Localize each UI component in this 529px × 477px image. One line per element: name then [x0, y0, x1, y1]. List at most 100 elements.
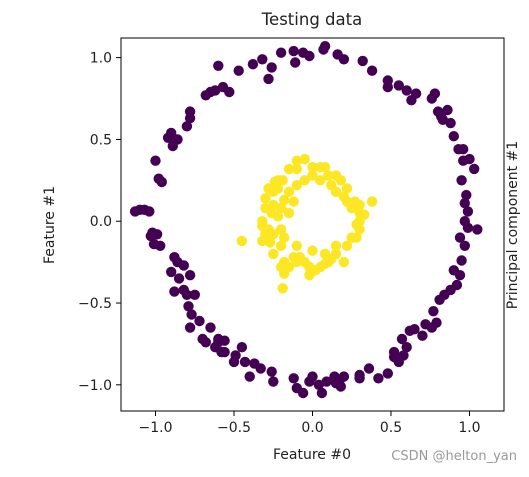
outer-point [401, 85, 412, 96]
inner-point [257, 220, 268, 232]
inner-point [335, 175, 346, 186]
outer-point [428, 306, 439, 317]
outer-point [167, 140, 178, 152]
outer-point [432, 106, 444, 117]
inner-point [275, 224, 287, 235]
outer-point [288, 45, 299, 57]
outer-point [448, 265, 459, 276]
outer-point [354, 373, 365, 384]
inner-point [359, 209, 370, 220]
outer-point [398, 350, 409, 361]
outer-point [213, 60, 224, 71]
outer-point [184, 322, 196, 333]
outer-point [233, 65, 244, 76]
inner-point [279, 232, 290, 243]
outer-point [263, 73, 274, 85]
inner-point [279, 268, 290, 279]
outer-point [454, 232, 466, 243]
outer-point [363, 363, 375, 374]
inner-point [283, 207, 295, 219]
outer-point [150, 155, 161, 166]
y-tick-label: −1.0 [78, 378, 112, 394]
x-tick-label: 0.0 [301, 420, 323, 436]
outer-point [451, 279, 463, 291]
outer-point [205, 322, 216, 333]
inner-point [304, 270, 315, 281]
inner-point [291, 256, 302, 268]
outer-point [393, 80, 404, 91]
outer-point [266, 62, 277, 73]
outer-point [219, 346, 230, 358]
inner-point [351, 232, 362, 243]
outer-point [173, 273, 185, 284]
outer-point [257, 54, 268, 65]
outer-point [373, 373, 384, 384]
outer-point [184, 113, 196, 124]
outer-point [382, 75, 393, 86]
outer-point [448, 131, 459, 142]
outer-point [178, 260, 189, 271]
inner-point [330, 240, 342, 251]
y-axis: 1.0 0.5 0.0 −0.5 −1.0 [78, 51, 121, 394]
x-axis: −1.0 −0.5 0.0 0.5 1.0 [139, 411, 481, 436]
inner-point [307, 245, 318, 256]
outer-point [181, 289, 193, 300]
inner-point [291, 155, 302, 166]
inner-point [268, 248, 279, 260]
inner-point [268, 199, 279, 211]
outer-point [313, 379, 324, 390]
inner-point [319, 248, 331, 260]
right-axis-label: Principal component #1 [505, 141, 521, 309]
outer-point [401, 342, 412, 353]
outer-point [388, 346, 400, 358]
inner-point [341, 183, 353, 194]
outer-point [456, 255, 467, 266]
outer-point [169, 286, 180, 297]
watermark: CSDN @helton_yan [391, 449, 517, 464]
y-tick-label: 1.0 [90, 51, 112, 67]
outer-point [366, 65, 378, 76]
outer-point [144, 206, 155, 217]
outer-point [153, 173, 164, 184]
outer-point [469, 163, 480, 175]
inner-point [275, 202, 287, 214]
inner-point [307, 170, 318, 181]
outer-point [266, 366, 277, 377]
plot-frame [120, 37, 505, 412]
inner-point [283, 186, 295, 197]
x-tick-label: 1.0 [458, 420, 480, 436]
inner-point [307, 162, 318, 173]
y-tick-label: 0.5 [90, 132, 112, 148]
inner-point [351, 219, 362, 230]
outer-point [357, 55, 368, 67]
inner-point [330, 248, 342, 260]
outer-point [459, 198, 470, 209]
outer-point [184, 270, 196, 281]
inner-point [326, 180, 337, 191]
outer-point [189, 289, 200, 300]
outer-point [183, 301, 194, 312]
inner-point [264, 237, 276, 248]
outer-point [445, 117, 456, 129]
inner-point [299, 175, 310, 186]
inner-point [354, 199, 365, 211]
x-tick-label: −0.5 [217, 420, 251, 436]
y-axis-label: Feature #1 [42, 186, 58, 264]
outer-point [319, 41, 331, 52]
outer-point [304, 50, 315, 62]
outer-point [166, 266, 177, 278]
outer-point [155, 240, 166, 251]
outer-point [151, 229, 163, 240]
outer-point [410, 88, 422, 99]
inner-point [268, 229, 279, 240]
outer-point [338, 371, 350, 382]
inner-point [279, 256, 290, 268]
outer-point [186, 309, 197, 320]
inner-point [257, 235, 268, 247]
inner-point [291, 163, 302, 175]
inner-point [277, 283, 288, 294]
outer-point [332, 49, 343, 60]
inner-point [236, 235, 248, 247]
inner-point [299, 153, 310, 165]
outer-point [268, 376, 279, 387]
